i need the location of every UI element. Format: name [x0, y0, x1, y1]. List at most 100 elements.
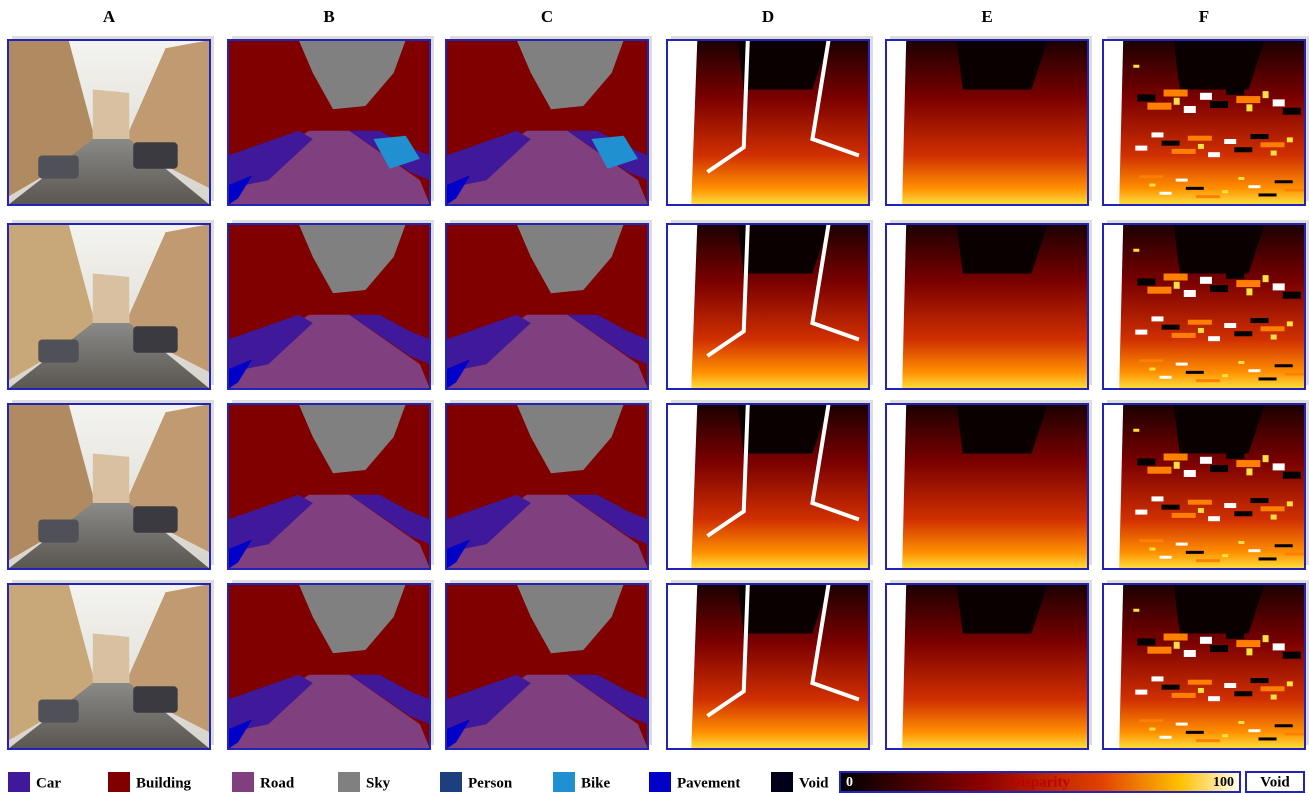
- noise: [1210, 101, 1229, 109]
- car-right: [349, 494, 430, 545]
- car: [38, 339, 79, 363]
- panel-border: [666, 583, 870, 750]
- pavement-region: [228, 175, 253, 205]
- noise: [1238, 176, 1245, 180]
- void-edges: [706, 224, 750, 358]
- panel-border: [7, 403, 211, 570]
- noise: [1135, 145, 1148, 151]
- building-far: [92, 89, 130, 139]
- far-region: [737, 40, 829, 90]
- noise: [1175, 542, 1188, 546]
- noise: [1272, 463, 1285, 471]
- pavement-region: [446, 719, 471, 749]
- noise: [1135, 329, 1148, 335]
- void-left: [1103, 40, 1124, 205]
- colorbar-min: 0: [846, 775, 853, 790]
- noise: [1187, 499, 1212, 505]
- far-region: [1173, 404, 1265, 454]
- noise: [1250, 134, 1269, 140]
- noise: [1222, 554, 1229, 558]
- noise: [1163, 453, 1188, 461]
- noise: [1133, 64, 1140, 68]
- road: [8, 139, 210, 205]
- panel-border: [445, 39, 649, 206]
- noise: [1236, 640, 1261, 648]
- noise: [1282, 471, 1301, 479]
- noise: [1272, 643, 1285, 651]
- car: [133, 686, 178, 713]
- panel: [667, 584, 869, 749]
- panel: [228, 224, 430, 389]
- noise: [1147, 646, 1172, 654]
- noise: [1212, 365, 1237, 369]
- far-region: [737, 584, 829, 634]
- noise: [1248, 729, 1261, 733]
- legend-swatch: [108, 772, 130, 792]
- sky-region: [298, 404, 406, 474]
- noise: [1139, 539, 1164, 543]
- column-label: E: [981, 7, 992, 26]
- legend-label: Building: [136, 775, 192, 791]
- noise: [1208, 516, 1221, 522]
- legend-label: Bike: [581, 775, 611, 791]
- noise: [1250, 318, 1269, 324]
- noise: [1195, 559, 1220, 563]
- noise: [1246, 468, 1253, 476]
- noise: [1286, 681, 1293, 687]
- noise: [1171, 332, 1196, 338]
- noise: [1151, 132, 1164, 138]
- far-region: [956, 224, 1048, 274]
- noise: [1151, 676, 1164, 682]
- legend-label: Car: [36, 775, 61, 791]
- bike-region: [591, 135, 638, 169]
- noise: [1282, 107, 1301, 115]
- noise: [1161, 684, 1180, 690]
- void-left: [1103, 224, 1124, 389]
- noise: [1274, 544, 1293, 548]
- noise: [1238, 540, 1245, 544]
- void-edges: [810, 224, 860, 342]
- noise: [1197, 687, 1204, 693]
- panel-border: [227, 223, 431, 390]
- legend-label: Road: [260, 775, 295, 791]
- panel-border: [1102, 403, 1306, 570]
- colorbar-label: Disparity: [1010, 774, 1071, 790]
- noise: [1163, 273, 1188, 281]
- panel-border: [7, 223, 211, 390]
- panel: [228, 40, 430, 205]
- noise: [1226, 631, 1245, 639]
- noise: [1282, 291, 1301, 299]
- panel: [1103, 404, 1305, 569]
- noise: [1139, 175, 1164, 179]
- noise: [1151, 316, 1164, 322]
- noise: [1226, 87, 1245, 95]
- legend-swatch: [771, 772, 793, 792]
- noise: [1161, 504, 1180, 510]
- noise: [1195, 739, 1220, 743]
- panel: [667, 224, 869, 389]
- far-region: [1173, 40, 1265, 90]
- sky-region: [516, 40, 624, 110]
- noise: [1210, 285, 1229, 293]
- panel-border: [445, 583, 649, 750]
- pavement-region: [446, 359, 471, 389]
- noise: [1173, 97, 1180, 105]
- panel-border: [885, 403, 1089, 570]
- noise: [1185, 550, 1204, 554]
- noise: [1234, 331, 1253, 337]
- car: [133, 326, 178, 353]
- noise: [1199, 92, 1212, 100]
- colorbar: [839, 771, 1241, 793]
- noise: [1258, 737, 1277, 741]
- void-box: [1245, 771, 1305, 793]
- noise: [1286, 137, 1293, 143]
- legend-swatch: [232, 772, 254, 792]
- panel: [886, 404, 1088, 569]
- void-edges: [810, 404, 860, 522]
- noise: [1274, 180, 1293, 184]
- noise: [1183, 470, 1196, 477]
- noise: [1183, 650, 1196, 657]
- building-far: [92, 273, 130, 323]
- noise: [1159, 191, 1172, 195]
- noise: [1212, 181, 1237, 185]
